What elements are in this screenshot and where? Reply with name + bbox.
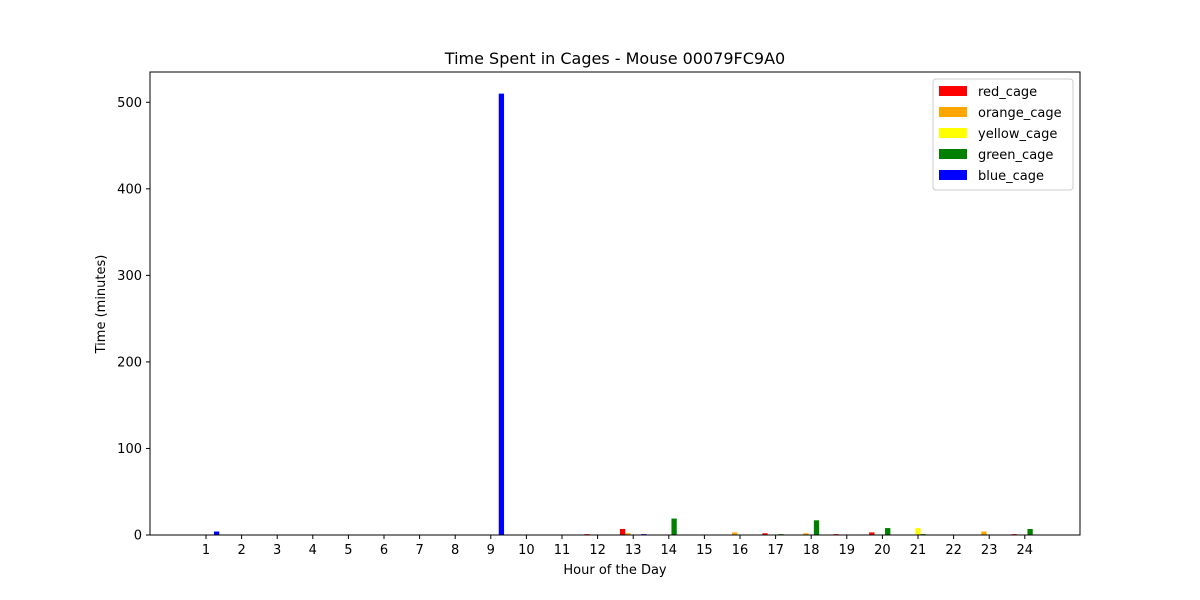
- x-tick-label: 22: [945, 543, 962, 558]
- bar-orange_cage-hour-23: [981, 531, 987, 535]
- x-tick-label: 14: [661, 543, 678, 558]
- bar-blue_cage-hour-1: [213, 531, 220, 535]
- x-tick-label: 6: [380, 543, 388, 558]
- x-tick-label: 2: [237, 543, 245, 558]
- bar-green_cage-hour-14: [671, 518, 677, 535]
- x-tick-label: 12: [589, 543, 606, 558]
- x-tick-label: 3: [273, 543, 281, 558]
- legend-swatch-orange_cage: [939, 107, 967, 117]
- bar-yellow_cage-hour-21: [915, 528, 921, 535]
- x-tick-label: 8: [451, 543, 459, 558]
- x-tick-label: 23: [981, 543, 998, 558]
- bar-orange_cage-hour-18: [803, 533, 809, 535]
- y-tick-label: 400: [117, 182, 142, 197]
- x-tick-label: 11: [554, 543, 571, 558]
- chart-title: Time Spent in Cages - Mouse 00079FC9A0: [444, 49, 785, 68]
- legend: red_cage orange_cage yellow_cage green_cage…: [932, 78, 1074, 191]
- x-tick-label: 21: [910, 543, 927, 558]
- x-tick-label: 15: [696, 543, 713, 558]
- legend-swatch-green_cage: [939, 149, 967, 159]
- bar-green_cage-hour-18: [813, 520, 820, 535]
- x-tick-label: 17: [767, 543, 784, 558]
- y-tick-label: 500: [117, 96, 142, 111]
- legend-label-green_cage: green_cage: [978, 148, 1053, 163]
- x-tick-label: 10: [518, 543, 535, 558]
- x-tick-label: 9: [487, 543, 495, 558]
- x-tick-label: 7: [415, 543, 423, 558]
- legend-swatch-yellow_cage: [939, 128, 967, 138]
- legend-label-blue_cage: blue_cage: [978, 169, 1044, 184]
- y-tick-label: 0: [134, 529, 142, 544]
- bar-red_cage-hour-17: [762, 533, 768, 535]
- legend-label-yellow_cage: yellow_cage: [978, 127, 1057, 142]
- y-tick-label: 300: [117, 269, 142, 284]
- legend-label-orange_cage: orange_cage: [978, 106, 1062, 121]
- x-tick-label: 13: [625, 543, 642, 558]
- bar-green_cage-hour-24: [1027, 528, 1033, 535]
- x-tick-label: 16: [732, 543, 749, 558]
- bar-blue_cage-hour-9: [498, 93, 505, 535]
- bar-red_cage-hour-13: [619, 528, 626, 535]
- plot-frame: [149, 71, 1081, 536]
- x-tick-label: 4: [309, 543, 317, 558]
- x-tick-label: 19: [839, 543, 856, 558]
- legend-swatch-blue_cage: [939, 170, 967, 180]
- x-tick-label: 24: [1017, 543, 1034, 558]
- bar-red_cage-hour-20: [869, 532, 875, 535]
- x-tick-label: 5: [344, 543, 352, 558]
- bar-green_cage-hour-20: [885, 528, 891, 535]
- y-tick-label: 200: [117, 355, 142, 370]
- y-axis-title: Time (minutes): [94, 255, 109, 355]
- legend-box: [932, 78, 1074, 191]
- bars-layer: [213, 93, 1033, 535]
- bar-orange_cage-hour-16: [732, 532, 738, 535]
- x-tick-label: 18: [803, 543, 820, 558]
- legend-label-red_cage: red_cage: [978, 85, 1037, 100]
- legend-swatch-red_cage: [939, 86, 967, 96]
- bar-orange_cage-hour-13: [625, 533, 631, 535]
- x-tick-label: 20: [874, 543, 891, 558]
- x-tick-label: 1: [202, 543, 210, 558]
- x-axis-title: Hour of the Day: [563, 563, 667, 578]
- y-tick-label: 100: [117, 442, 142, 457]
